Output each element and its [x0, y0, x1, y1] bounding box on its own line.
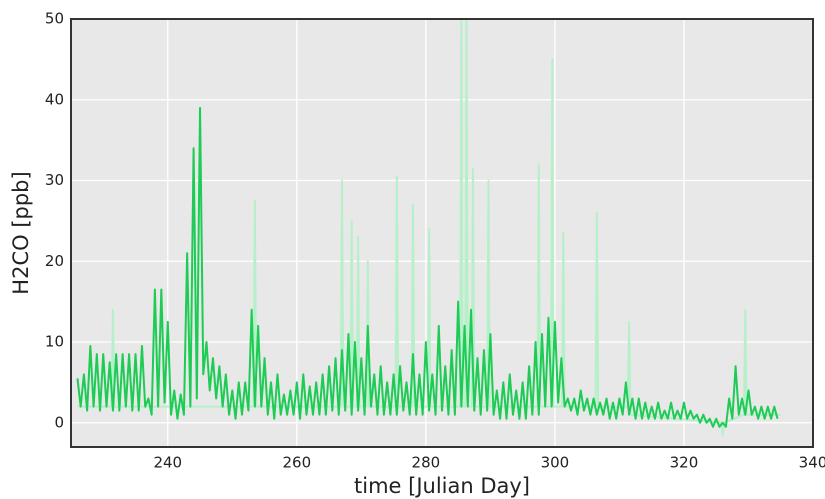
x-tick-label: 300	[541, 454, 570, 472]
x-tick-label: 260	[283, 454, 312, 472]
plot-area	[71, 19, 813, 447]
x-tick-label: 340	[799, 454, 825, 472]
x-tick-label: 280	[412, 454, 441, 472]
y-tick-label: 10	[45, 333, 64, 351]
x-axis-label: time [Julian Day]	[354, 474, 530, 498]
y-tick-label: 0	[54, 413, 64, 431]
x-tick-label: 240	[153, 454, 182, 472]
y-tick-label: 20	[45, 252, 64, 270]
y-axis-label: H2CO [ppb]	[9, 171, 33, 294]
lines	[76, 18, 781, 436]
data-line	[76, 106, 779, 428]
x-tick-label: 320	[670, 454, 699, 472]
y-tick-label: 40	[45, 90, 64, 108]
plot-frame	[70, 18, 814, 448]
y-tick-label: 50	[45, 10, 64, 28]
y-tick-label: 30	[45, 171, 64, 189]
